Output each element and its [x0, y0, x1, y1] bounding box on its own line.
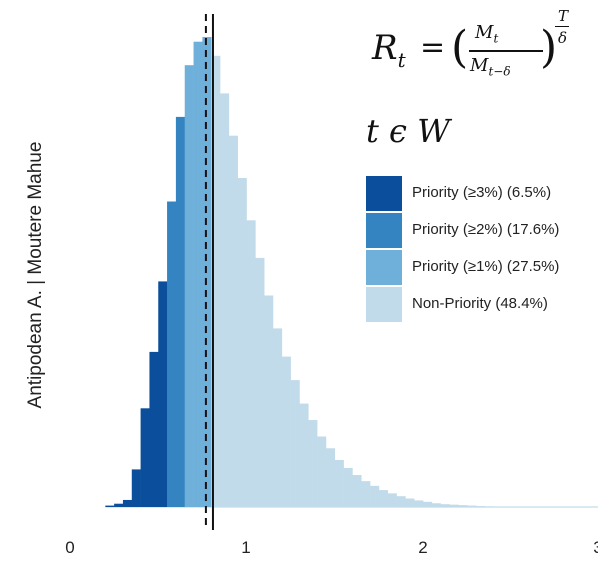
histogram-bar-s3-b4 — [246, 220, 256, 508]
histogram-bar-s3-b36 — [528, 506, 539, 507]
histogram-bar-s2-b0 — [184, 65, 194, 507]
histogram-bar-s3-b42 — [581, 506, 591, 507]
legend-label-priority-3: Priority (≥3%) (6.5%) — [412, 184, 552, 201]
histogram-bar-s3-b27 — [449, 504, 459, 507]
histogram-bar-s3-b2 — [228, 135, 238, 507]
histogram-bar-s0-b1 — [114, 503, 124, 507]
histogram-bar-s0-b6 — [158, 281, 168, 507]
histogram-bar-s3-b3 — [237, 178, 247, 507]
histogram-bar-s3-b21 — [396, 496, 406, 507]
histogram-bar-s3-b29 — [467, 505, 477, 507]
histogram-bar-s3-b26 — [440, 504, 450, 507]
histogram-bar-s3-b39 — [555, 506, 565, 507]
histogram-bar-s3-b28 — [458, 505, 468, 507]
histogram-bar-s3-b11 — [308, 420, 318, 507]
histogram-bar-s3-b38 — [546, 506, 556, 507]
histogram-bar-s3-b31 — [484, 506, 494, 507]
x-tick-label-0: 0 — [65, 538, 75, 557]
x-tick-label-2: 2 — [418, 538, 428, 557]
y-axis-label: Antipodean A. | Moutere Mahue — [25, 141, 46, 409]
histogram-bar-s3-b1 — [220, 93, 230, 508]
histogram-bar-s0-b4 — [140, 408, 150, 507]
legend-label-priority-1: Priority (≥1%) (27.5%) — [412, 258, 560, 275]
histogram-bar-s3-b30 — [475, 506, 486, 507]
histogram-bar-s3-b16 — [352, 475, 362, 507]
x-tick-label-1: 1 — [241, 538, 251, 557]
legend-swatch-priority-2 — [366, 213, 402, 248]
legend-label-priority-2: Priority (≥2%) (17.6%) — [412, 221, 560, 238]
histogram-bar-s3-b19 — [378, 490, 389, 507]
histogram-bar-s3-b25 — [431, 503, 441, 507]
histogram-bar-s3-b13 — [325, 448, 336, 507]
x-tick-label-3: 3 — [593, 538, 598, 558]
histogram-bar-s3-b20 — [387, 493, 397, 507]
histogram-bar-s3-b12 — [317, 436, 327, 507]
histogram-bar-s2-b1 — [193, 41, 203, 507]
histogram-bar-s3-b40 — [564, 506, 574, 507]
histogram-bar-s0-b3 — [131, 469, 141, 507]
histogram-bar-s0-b5 — [149, 351, 159, 507]
histogram-bar-s3-b41 — [573, 506, 583, 507]
histogram-bar-s3-b6 — [264, 295, 274, 507]
histogram-bar-s3-b17 — [361, 481, 371, 507]
histogram-bar-s0-b0 — [105, 505, 115, 507]
histogram-bar-s3-b32 — [493, 506, 503, 507]
t-in-w-annotation: t ϵ W — [366, 112, 451, 150]
histogram-bar-s3-b14 — [334, 460, 344, 507]
histogram-bar-s3-b18 — [370, 485, 380, 507]
histogram-bar-s3-b8 — [281, 356, 291, 507]
histogram-bar-s3-b7 — [272, 328, 283, 507]
histogram-bar-s3-b23 — [414, 500, 424, 507]
histogram-bar-s3-b37 — [537, 506, 547, 507]
histogram-bar-s3-b5 — [255, 257, 265, 507]
histogram-bar-s3-b0 — [211, 55, 221, 508]
histogram-bar-s3-b22 — [405, 498, 415, 507]
histogram-bar-s3-b10 — [299, 403, 309, 507]
histogram-bar-s3-b43 — [590, 506, 598, 507]
legend-swatch-non-priority — [366, 287, 402, 322]
histogram-bar-s3-b24 — [423, 501, 433, 507]
histogram-bar-s3-b35 — [520, 506, 530, 507]
histogram-bar-s3-b33 — [502, 506, 512, 507]
legend-swatch-priority-1 — [366, 250, 402, 285]
histogram-bar-s3-b15 — [343, 467, 353, 507]
histogram-bar-s3-b34 — [511, 506, 521, 507]
legend-label-non-priority: Non-Priority (48.4%) — [412, 295, 548, 312]
histogram-bar-s1-b1 — [175, 116, 186, 508]
histogram-bar-s2-b2 — [202, 37, 212, 507]
histogram-bar-s3-b9 — [290, 380, 300, 507]
histogram-bar-s0-b2 — [122, 499, 133, 507]
legend-swatch-priority-3 — [366, 176, 402, 211]
histogram-bar-s1-b0 — [167, 201, 177, 507]
